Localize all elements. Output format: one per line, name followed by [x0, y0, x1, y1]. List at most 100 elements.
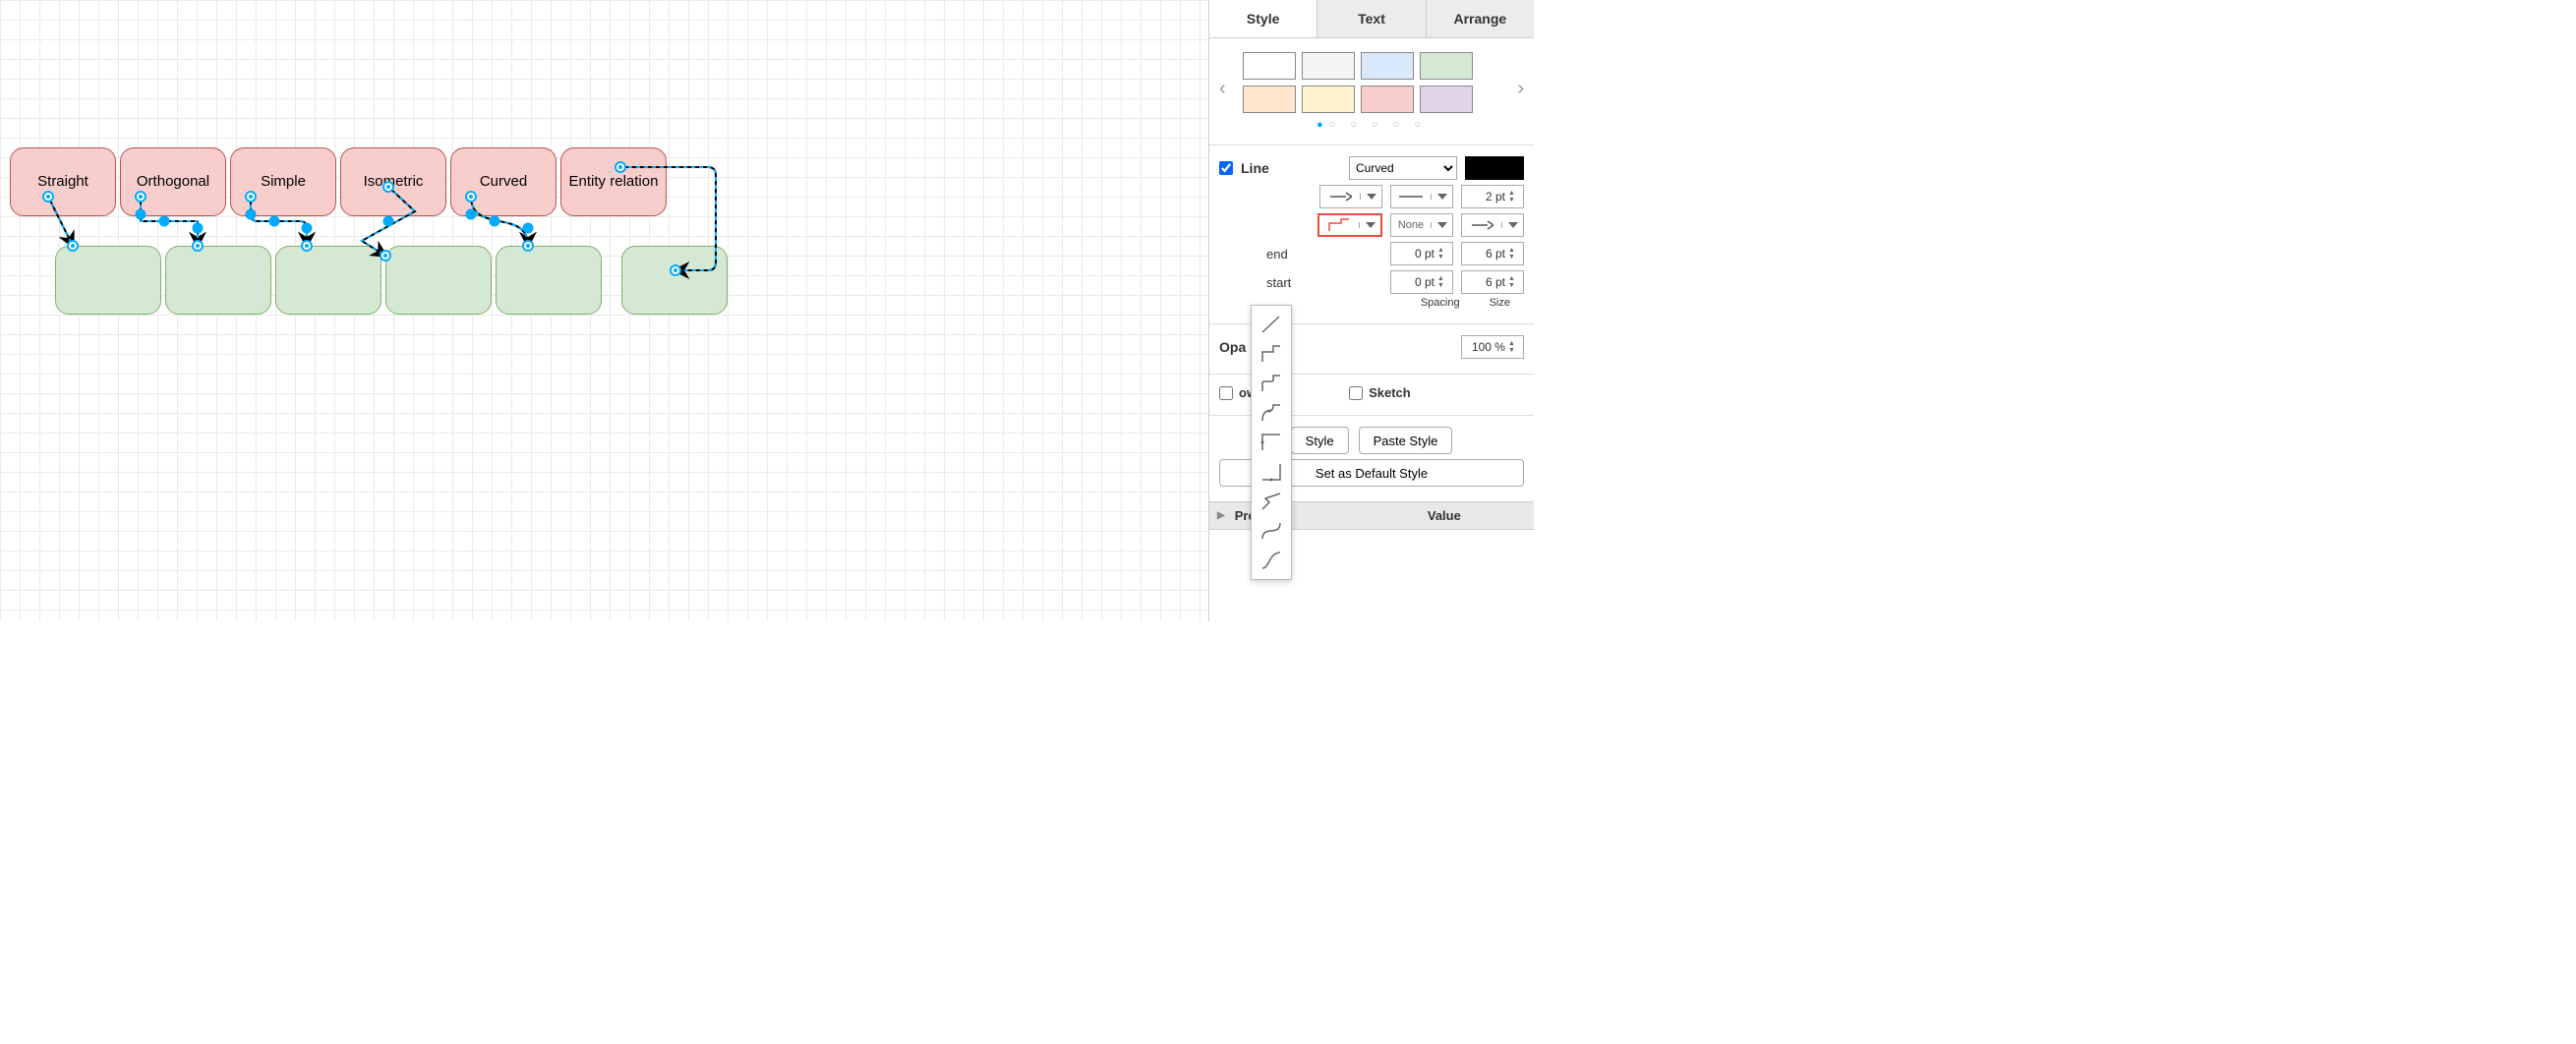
- chevron-down-icon: [1359, 222, 1380, 228]
- connection-point[interactable]: [192, 240, 204, 252]
- waypoint-opt-entity[interactable]: [1252, 546, 1291, 575]
- connection-point[interactable]: [465, 191, 477, 203]
- waypoint-opt-simple[interactable]: [1252, 369, 1291, 398]
- label: Set as Default Style: [1316, 466, 1428, 481]
- size-col-label: Size: [1490, 297, 1510, 309]
- node-isometric[interactable]: Isometric: [340, 147, 446, 216]
- value: 6 pt: [1486, 247, 1505, 261]
- palette-swatch[interactable]: [1302, 86, 1355, 113]
- node-target-6[interactable]: [621, 246, 728, 315]
- chevron-down-icon: [1501, 222, 1523, 228]
- node-target-5[interactable]: [496, 246, 602, 315]
- palette-swatch[interactable]: [1243, 52, 1296, 80]
- connection-point[interactable]: [67, 240, 79, 252]
- label: Paste Style: [1374, 434, 1438, 448]
- stroke-style-combo[interactable]: [1390, 185, 1453, 208]
- line-section: Line Curved 2 pt ▲▼: [1209, 145, 1534, 323]
- waypoint-opt-vertical[interactable]: [1252, 428, 1291, 457]
- waypoint-handle[interactable]: [383, 216, 394, 227]
- end-size-input[interactable]: 6 pt▲▼: [1461, 242, 1524, 265]
- stepper-icon[interactable]: ▲▼: [1508, 247, 1520, 261]
- stepper-icon[interactable]: ▲▼: [1508, 275, 1520, 289]
- palette-swatch[interactable]: [1420, 86, 1473, 113]
- connection-point[interactable]: [382, 181, 394, 193]
- stepper-icon[interactable]: ▲▼: [1508, 340, 1520, 354]
- waypoint-opt-isometric[interactable]: [1252, 487, 1291, 516]
- palette-next-icon[interactable]: ›: [1517, 78, 1524, 100]
- node-straight[interactable]: Straight: [10, 147, 116, 216]
- line-end-style-combo[interactable]: None: [1390, 213, 1453, 237]
- waypoint-opt-horizontal[interactable]: [1252, 457, 1291, 487]
- node-target-4[interactable]: [385, 246, 492, 315]
- node-label: Straight: [37, 173, 88, 192]
- waypoint-opt-straight[interactable]: [1252, 310, 1291, 339]
- arrow-start-combo[interactable]: [1461, 213, 1524, 237]
- node-target-3[interactable]: [275, 246, 381, 315]
- properties-col-value: Value: [1355, 502, 1534, 529]
- connection-point[interactable]: [42, 191, 54, 203]
- connection-point[interactable]: [135, 191, 146, 203]
- value: 0 pt: [1415, 247, 1434, 261]
- line-color-button[interactable]: [1465, 156, 1524, 180]
- line-weight-input[interactable]: 2 pt ▲▼: [1461, 185, 1524, 208]
- waypoint-handle[interactable]: [136, 209, 146, 220]
- orthogonal-icon: [1319, 217, 1359, 233]
- waypoint-handle[interactable]: [193, 223, 204, 234]
- palette-swatch[interactable]: [1243, 86, 1296, 113]
- waypoint-handle[interactable]: [523, 223, 534, 234]
- connection-point[interactable]: [245, 191, 257, 203]
- waypoint-handle[interactable]: [246, 209, 257, 220]
- waypoint-style-combo[interactable]: [1317, 213, 1382, 237]
- diagram-canvas[interactable]: Straight Orthogonal Simple Isometric Cur…: [0, 0, 1209, 621]
- line-type-select[interactable]: Curved: [1349, 156, 1457, 180]
- shadow-checkbox[interactable]: [1219, 386, 1233, 400]
- sketch-checkbox[interactable]: [1349, 386, 1363, 400]
- palette-swatch[interactable]: [1302, 52, 1355, 80]
- waypoint-handle[interactable]: [159, 216, 170, 227]
- arrow-end-combo[interactable]: [1319, 185, 1382, 208]
- chevron-down-icon: [1360, 194, 1381, 200]
- line-enable-checkbox[interactable]: [1219, 161, 1233, 175]
- waypoint-handle[interactable]: [302, 223, 313, 234]
- palette-swatch[interactable]: [1420, 52, 1473, 80]
- waypoint-handle[interactable]: [269, 216, 280, 227]
- palette-prev-icon[interactable]: ‹: [1219, 78, 1226, 100]
- node-target-2[interactable]: [165, 246, 271, 315]
- node-simple[interactable]: Simple: [230, 147, 336, 216]
- stepper-icon[interactable]: ▲▼: [1437, 275, 1449, 289]
- waypoint-handle[interactable]: [490, 216, 500, 227]
- start-size-input[interactable]: 6 pt▲▼: [1461, 270, 1524, 294]
- opacity-input[interactable]: 100 %▲▼: [1461, 335, 1524, 359]
- connection-point[interactable]: [380, 250, 391, 261]
- node-curved[interactable]: Curved: [450, 147, 556, 216]
- arrow-right-icon: [1320, 191, 1360, 203]
- palette-swatch[interactable]: [1361, 52, 1414, 80]
- tab-text[interactable]: Text: [1317, 0, 1426, 37]
- waypoint-dropdown: [1251, 305, 1292, 580]
- waypoint-opt-simple-rounded[interactable]: [1252, 398, 1291, 428]
- chevron-down-icon: [1431, 222, 1452, 228]
- sketch-label: Sketch: [1369, 385, 1411, 400]
- end-spacing-input[interactable]: 0 pt▲▼: [1390, 242, 1453, 265]
- solid-line-icon: [1391, 191, 1431, 203]
- connection-point[interactable]: [301, 240, 313, 252]
- style-palette: ‹ › ●○ ○ ○ ○ ○: [1209, 38, 1534, 145]
- node-target-1[interactable]: [55, 246, 161, 315]
- palette-page-dots[interactable]: ●○ ○ ○ ○ ○: [1243, 119, 1500, 131]
- connection-point[interactable]: [522, 240, 534, 252]
- node-orthogonal[interactable]: Orthogonal: [120, 147, 226, 216]
- waypoint-opt-curved[interactable]: [1252, 516, 1291, 546]
- node-entity-relation[interactable]: Entity relation: [560, 147, 667, 216]
- tab-arrange[interactable]: Arrange: [1427, 0, 1534, 37]
- waypoint-opt-orthogonal[interactable]: [1252, 339, 1291, 369]
- stepper-icon[interactable]: ▲▼: [1437, 247, 1449, 261]
- connection-point[interactable]: [670, 264, 681, 276]
- tab-style[interactable]: Style: [1209, 0, 1317, 37]
- copy-style-button[interactable]: Style: [1291, 427, 1349, 454]
- connection-point[interactable]: [615, 161, 626, 173]
- waypoint-handle[interactable]: [466, 209, 477, 220]
- palette-swatch[interactable]: [1361, 86, 1414, 113]
- paste-style-button[interactable]: Paste Style: [1359, 427, 1453, 454]
- start-spacing-input[interactable]: 0 pt▲▼: [1390, 270, 1453, 294]
- stepper-icon[interactable]: ▲▼: [1508, 190, 1520, 203]
